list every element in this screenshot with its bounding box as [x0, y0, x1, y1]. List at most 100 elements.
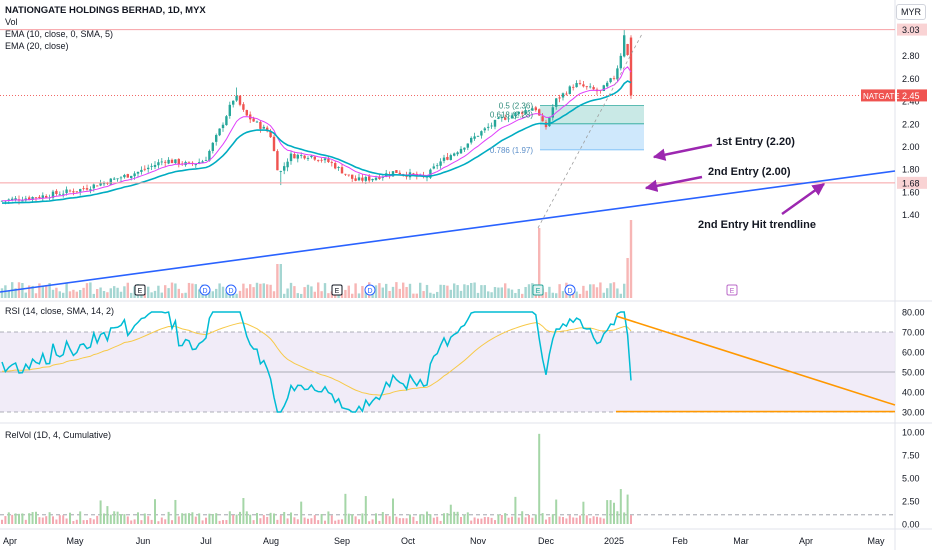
relvol-bar — [133, 519, 136, 524]
volume-bar — [249, 284, 252, 298]
dividend-marker — [564, 284, 576, 296]
x-axis-label: Jul — [200, 536, 212, 546]
volume-legend: Vol — [5, 17, 18, 27]
candle-body — [14, 198, 17, 200]
x-axis-label: Aug — [263, 536, 279, 546]
volume-bar — [102, 291, 106, 298]
relvol-bar — [341, 519, 343, 524]
x-axis-label: Apr — [3, 536, 17, 546]
volume-bar — [235, 293, 238, 298]
relvol-bar — [409, 514, 411, 524]
volume-bar — [412, 293, 415, 298]
candle-body — [293, 154, 296, 159]
relvol-bar — [242, 498, 245, 524]
candle-body — [31, 197, 34, 200]
event-marker-label: E — [335, 288, 340, 295]
candle-body — [524, 110, 527, 114]
candle-body — [113, 178, 116, 180]
candle-body — [436, 165, 439, 167]
candle-body — [306, 158, 310, 159]
volume-bar — [106, 292, 109, 298]
candle-body — [371, 178, 374, 181]
candle-body — [157, 162, 160, 166]
relvol-bar — [500, 514, 503, 524]
volume-bar — [626, 258, 629, 298]
volume-bar — [92, 293, 95, 298]
relvol-bar — [252, 520, 255, 524]
text-layer: 0.5 (2.36)0.618 (2.28) 0.786 (1.97) 1st En… — [134, 102, 816, 296]
candle-body — [72, 191, 75, 193]
volume-bar — [279, 264, 282, 298]
relvol-tick-label: 0.00 — [902, 520, 920, 530]
relvol-bar — [616, 511, 619, 524]
relvol-bar — [613, 502, 615, 524]
volume-bar — [446, 285, 449, 298]
volume-bar — [262, 283, 265, 298]
relvol-bar — [245, 511, 248, 524]
rsi-tick-label: 50.00 — [902, 368, 925, 378]
relvol-bar — [480, 518, 483, 524]
volume-bar — [432, 293, 435, 298]
last-price-label: 2.45 — [902, 91, 920, 101]
fib-level-label: 0.786 (1.97) — [490, 146, 533, 155]
relvol-bar — [259, 518, 262, 524]
candle-body — [616, 68, 619, 80]
candle-body — [364, 177, 367, 181]
event-marker-label: D — [567, 288, 572, 295]
volume-bar — [500, 287, 503, 298]
candle-body — [470, 137, 473, 143]
relvol-bar — [375, 513, 377, 524]
relvol-bar — [48, 512, 51, 524]
volume-bar — [558, 284, 561, 298]
rsi-legend: RSI (14, close, SMA, 14, 2) — [5, 306, 115, 316]
currency-selector[interactable]: MYR — [896, 4, 926, 20]
volume-bar — [463, 284, 466, 298]
ema20-legend: EMA (20, close) — [5, 41, 69, 51]
relvol-bar — [337, 519, 340, 524]
candle-body — [391, 171, 395, 177]
volume-bar — [296, 293, 299, 298]
event-marker-label: E — [138, 288, 143, 295]
volume-bar — [385, 283, 388, 298]
relvol-bar — [130, 520, 133, 524]
candle-body — [286, 161, 289, 168]
candle-body — [208, 150, 211, 161]
volume-bar — [62, 292, 65, 298]
candle-body — [541, 116, 544, 122]
candle-body — [344, 173, 347, 175]
dividend-marker — [364, 284, 376, 296]
volume-bar — [589, 284, 592, 298]
volume-bar — [28, 285, 31, 298]
volume-bar — [453, 283, 456, 298]
volume-bar — [45, 285, 48, 298]
candle-body — [466, 143, 469, 148]
volume-bar — [24, 292, 27, 298]
relvol-bar — [623, 512, 626, 524]
volume-bar — [293, 286, 296, 298]
event-marker-label: D — [202, 288, 207, 295]
relvol-bar — [177, 516, 180, 524]
candle-body — [337, 167, 340, 168]
relvol-bar — [181, 513, 184, 524]
candle-body — [323, 158, 327, 161]
volume-bar — [493, 287, 497, 298]
volume-bar — [582, 285, 585, 298]
rsi-line — [1, 311, 632, 413]
candle-body — [463, 147, 466, 150]
relvol-bar — [432, 517, 435, 524]
candle-body — [272, 136, 276, 152]
relvol-tick-label: 5.00 — [902, 474, 920, 484]
relvol-bar — [52, 516, 54, 524]
relvol-bar — [31, 512, 34, 524]
volume-bar — [306, 284, 310, 298]
volume-bar — [75, 291, 78, 298]
relvol-bar — [317, 520, 320, 524]
relvol-bar — [443, 513, 445, 524]
volume-bar — [34, 293, 38, 298]
candle-body — [521, 112, 524, 114]
volume-bar — [466, 285, 469, 298]
volume-bar — [459, 290, 463, 298]
relvol-bar — [572, 517, 575, 524]
relvol-bar — [160, 517, 163, 524]
volume-bar — [272, 291, 276, 298]
